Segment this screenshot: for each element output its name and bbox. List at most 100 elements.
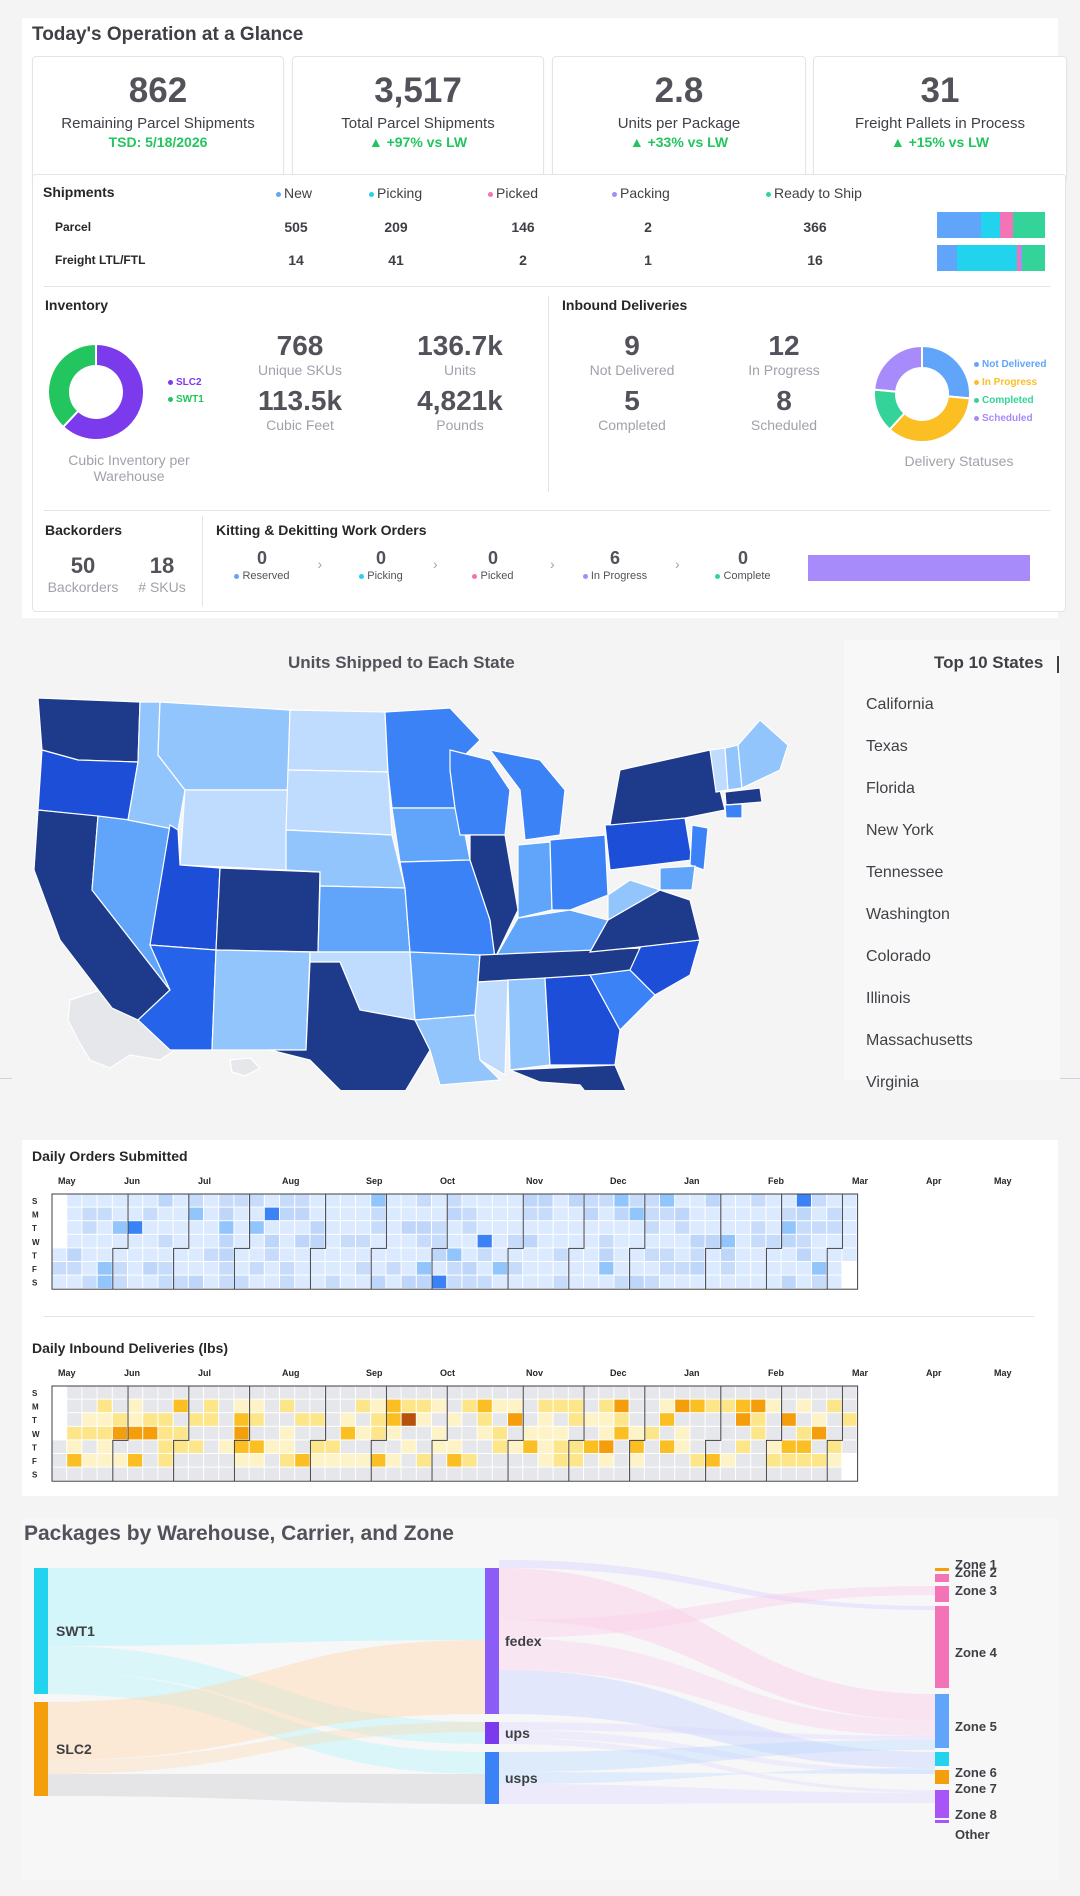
calendar-day-cell (340, 1262, 355, 1275)
calendar-day-cell (720, 1248, 735, 1261)
calendar-day-cell (553, 1440, 568, 1453)
calendar-day-cell (629, 1262, 644, 1275)
shipments-cell: 505 (284, 219, 308, 235)
calendar-day-cell (447, 1207, 462, 1221)
calendar-day-cell (173, 1194, 188, 1207)
calendar-day-cell (128, 1234, 143, 1248)
calendar-day-cell (538, 1221, 553, 1234)
legend-item: In Progress (974, 374, 1046, 392)
kitting-step-label: Reserved (222, 570, 302, 582)
calendar-day-cell (644, 1454, 659, 1467)
state-indiana (517, 841, 553, 919)
calendar-day-cell (690, 1426, 705, 1440)
calendar-day-cell (143, 1454, 158, 1467)
calendar-day-cell (356, 1207, 371, 1221)
month-boundary (705, 1194, 722, 1290)
month-label: Jun (124, 1176, 140, 1186)
state-wyoming (179, 789, 289, 871)
calendar-day-cell (751, 1234, 766, 1248)
calendar-day-cell (492, 1399, 507, 1413)
backorders-title: Backorders (45, 522, 123, 538)
calendar-day-cell (219, 1221, 234, 1234)
calendar-day-cell (812, 1234, 827, 1248)
calendar-day-cell (234, 1440, 249, 1453)
calendar-day-cell (264, 1386, 279, 1399)
legend-item: Scheduled (974, 410, 1046, 428)
status-dot (766, 191, 771, 197)
calendar-day-cell (158, 1262, 173, 1275)
calendar-day-cell (52, 1275, 67, 1289)
calendar-day-cell (340, 1426, 355, 1440)
month-label: Jun (124, 1368, 140, 1378)
calendar-day-cell (173, 1248, 188, 1261)
legend-label: Not Delivered (982, 359, 1047, 370)
calendar-day-cell (340, 1194, 355, 1207)
calendar-day-cell (416, 1248, 431, 1261)
state-new-jersey (689, 824, 709, 871)
calendar-day-cell (97, 1386, 112, 1399)
chevron-right-icon: › (550, 556, 555, 572)
month-label: Sep (366, 1368, 383, 1378)
calendar-day-cell (720, 1399, 735, 1413)
calendar-day-cell (736, 1221, 751, 1234)
sankey-zone-label: Zone 7 (955, 1781, 997, 1796)
calendar-day-cell (264, 1234, 279, 1248)
state-north-dakota (287, 709, 389, 773)
bar-segment-picking (981, 212, 1000, 238)
sankey-link (499, 1784, 935, 1804)
month-boundary (112, 1386, 129, 1482)
calendar-day-cell (143, 1221, 158, 1234)
page-title: Today's Operation at a Glance (32, 24, 304, 45)
calendar-day-cell (249, 1221, 264, 1234)
calendar-day-cell (599, 1194, 614, 1207)
calendar-day-cell (812, 1275, 827, 1289)
weekday-label: S (32, 1197, 38, 1206)
calendar-day-cell (128, 1386, 143, 1399)
sankey-node-warehouse (34, 1702, 48, 1796)
calendar-day-cell (644, 1262, 659, 1275)
calendar-day-cell (325, 1426, 340, 1440)
calendar-day-cell (781, 1426, 796, 1440)
sankey-warehouse-label: SWT1 (56, 1623, 95, 1639)
state-texas (269, 961, 431, 1090)
calendar-day-cell (523, 1467, 538, 1481)
calendar-day-cell (188, 1262, 203, 1275)
calendar-day-cell (310, 1262, 325, 1275)
calendar-day-cell (295, 1454, 310, 1467)
shipments-column-header: Packing (612, 185, 670, 201)
sankey-node-zone (935, 1568, 949, 1571)
calendar-day-cell (766, 1262, 781, 1275)
shipments-cell: 41 (388, 252, 404, 268)
column-label: Packing (620, 185, 670, 201)
top-state-item: California (866, 696, 934, 713)
calendar-day-cell (766, 1194, 781, 1207)
calendar-day-cell (492, 1440, 507, 1453)
calendar-day-cell (751, 1221, 766, 1234)
kpi-freight-pallets: 31 Freight Pallets in Process ▲ +15% vs … (813, 56, 1067, 182)
kitting-title: Kitting & Dekitting Work Orders (216, 522, 427, 538)
calendar-day-cell (432, 1207, 447, 1221)
calendar-day-cell (188, 1467, 203, 1481)
calendar-day-cell (416, 1207, 431, 1221)
calendar-day-cell (280, 1221, 295, 1234)
calendar-day-cell (538, 1440, 553, 1453)
calendar-day-cell (660, 1467, 675, 1481)
calendar-day-cell (219, 1399, 234, 1413)
legend-item-slc2: SLC2 (168, 377, 204, 388)
calendar-day-cell (781, 1399, 796, 1413)
calendar-day-cell (340, 1234, 355, 1248)
calendar-day-cell (675, 1413, 690, 1426)
top-state-item: Massachusetts (866, 1032, 973, 1049)
calendar-day-cell (340, 1248, 355, 1261)
calendar-day-cell (477, 1399, 492, 1413)
month-label: Jul (198, 1368, 211, 1378)
shipments-row-label: Parcel (55, 220, 92, 234)
month-label: May (58, 1368, 76, 1378)
calendar-day-cell (97, 1440, 112, 1453)
calendar-day-cell (766, 1234, 781, 1248)
calendar-day-cell (751, 1440, 766, 1453)
calendar-day-cell (508, 1275, 523, 1289)
calendar-day-cell (477, 1207, 492, 1221)
calendar-day-cell (553, 1275, 568, 1289)
calendar-day-cell (796, 1234, 811, 1248)
